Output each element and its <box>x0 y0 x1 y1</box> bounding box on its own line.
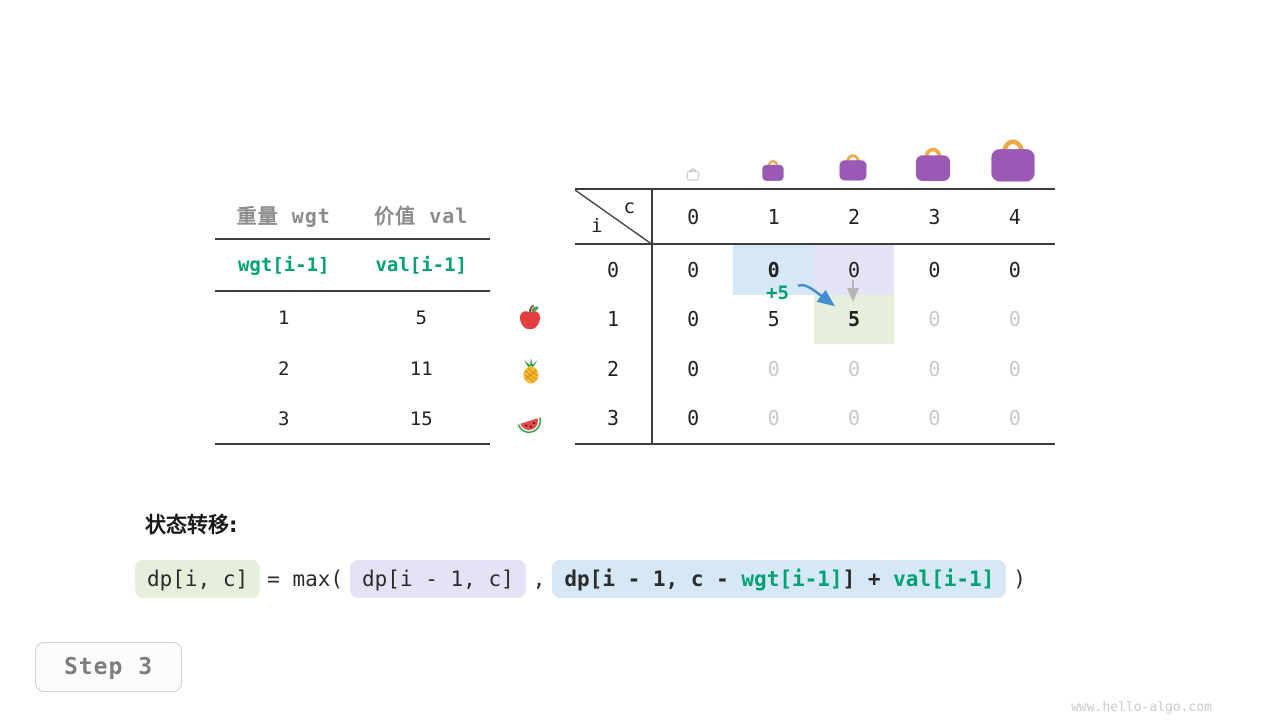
dp-cell: 0 <box>767 406 780 431</box>
dp-col-header: 0 <box>653 190 734 245</box>
items-table-header-row: 重量 wgt 价值 val <box>215 190 490 240</box>
formula-operator: = max( <box>267 567 344 591</box>
formula-separator: , <box>532 567 546 591</box>
dp-cell: 0 <box>687 257 700 282</box>
formula-wgt-term: wgt[i-1] <box>741 567 843 591</box>
dp-col-header: 3 <box>894 190 975 245</box>
transition-section-label: 状态转移: <box>145 513 238 537</box>
dp-cell: 0 <box>687 406 700 431</box>
item-value: 11 <box>409 357 433 380</box>
dp-table: c i 0 1 2 3 4 0 0 0 0 0 0 1 0 5 5 0 0 2 … <box>575 188 1055 445</box>
apple-icon <box>516 304 544 332</box>
bag-outline-icon <box>686 166 700 185</box>
dp-row-header: 2 <box>575 344 653 394</box>
item-value: 15 <box>409 407 433 430</box>
items-table-formula-row: wgt[i-1] val[i-1] <box>215 240 490 292</box>
watermark: www.hello-algo.com <box>1071 700 1212 715</box>
dp-corner-cell: c i <box>575 190 653 245</box>
bag-large-icon <box>914 141 952 187</box>
item-weight: 2 <box>278 357 290 380</box>
value-gain-label: +5 <box>766 282 789 304</box>
weight-column-header: 重量 wgt <box>236 203 331 228</box>
item-row: 3 15 <box>215 394 490 445</box>
pineapple-icon <box>517 357 545 385</box>
formula-lhs-chip: dp[i, c] <box>135 560 261 598</box>
dp-cell: 0 <box>928 406 941 431</box>
item-weight: 1 <box>278 306 290 329</box>
formula-val-term: val[i-1] <box>893 567 995 591</box>
value-column-header: 价值 val <box>374 203 469 228</box>
dp-cell: 0 <box>1008 356 1021 381</box>
dp-cell: 0 <box>928 257 941 282</box>
formula-exclude-chip: dp[i - 1, c] <box>350 560 526 598</box>
bag-medium-icon <box>838 149 868 186</box>
dp-cell: 0 <box>1008 406 1021 431</box>
transition-formula: dp[i, c] = max( dp[i - 1, c] , dp[i - 1,… <box>135 560 1026 598</box>
dp-cell: 0 <box>767 356 780 381</box>
dp-cell: 0 <box>928 307 941 332</box>
wgt-formula-label: wgt[i-1] <box>237 254 330 276</box>
dp-col-header: 2 <box>813 190 895 245</box>
bag-xlarge-icon <box>989 131 1037 188</box>
col-axis-label: c <box>623 196 635 218</box>
step-badge: Step 3 <box>35 642 182 692</box>
dp-row-header: 1 <box>575 294 653 344</box>
dp-cell-current: 5 <box>813 294 895 344</box>
item-row: 1 5 <box>215 292 490 343</box>
bag-small-icon <box>761 156 785 186</box>
diagonal-divider <box>575 190 653 245</box>
formula-include-chip: dp[i - 1, c - wgt[i-1]] + val[i-1] <box>552 560 1007 598</box>
item-weight: 3 <box>278 407 290 430</box>
dp-cell-prev-exclude: 0 <box>813 245 895 295</box>
watermelon-icon <box>515 408 543 436</box>
dp-cell: 0 <box>1008 307 1021 332</box>
dp-cell: 0 <box>928 356 941 381</box>
dp-col-header: 1 <box>733 190 814 245</box>
dp-cell: 0 <box>687 356 700 381</box>
formula-closing: ) <box>1013 567 1026 591</box>
dp-cell: 5 <box>767 307 780 332</box>
dp-row-header: 0 <box>575 245 653 295</box>
item-value: 5 <box>415 306 427 329</box>
formula-include-part3: ] + <box>842 567 894 591</box>
dp-row-header: 3 <box>575 393 653 443</box>
formula-include-part1: dp[i - 1, c - <box>564 567 742 591</box>
dp-cell: 0 <box>847 356 861 381</box>
val-formula-label: val[i-1] <box>375 254 467 276</box>
items-table: 重量 wgt 价值 val wgt[i-1] val[i-1] 1 5 2 11… <box>215 190 490 445</box>
dp-cell: 0 <box>847 406 861 431</box>
item-row: 2 11 <box>215 343 490 394</box>
row-axis-label: i <box>591 215 603 237</box>
dp-col-header: 4 <box>974 190 1055 245</box>
dp-cell: 0 <box>687 307 700 332</box>
dp-cell: 0 <box>1008 257 1021 282</box>
